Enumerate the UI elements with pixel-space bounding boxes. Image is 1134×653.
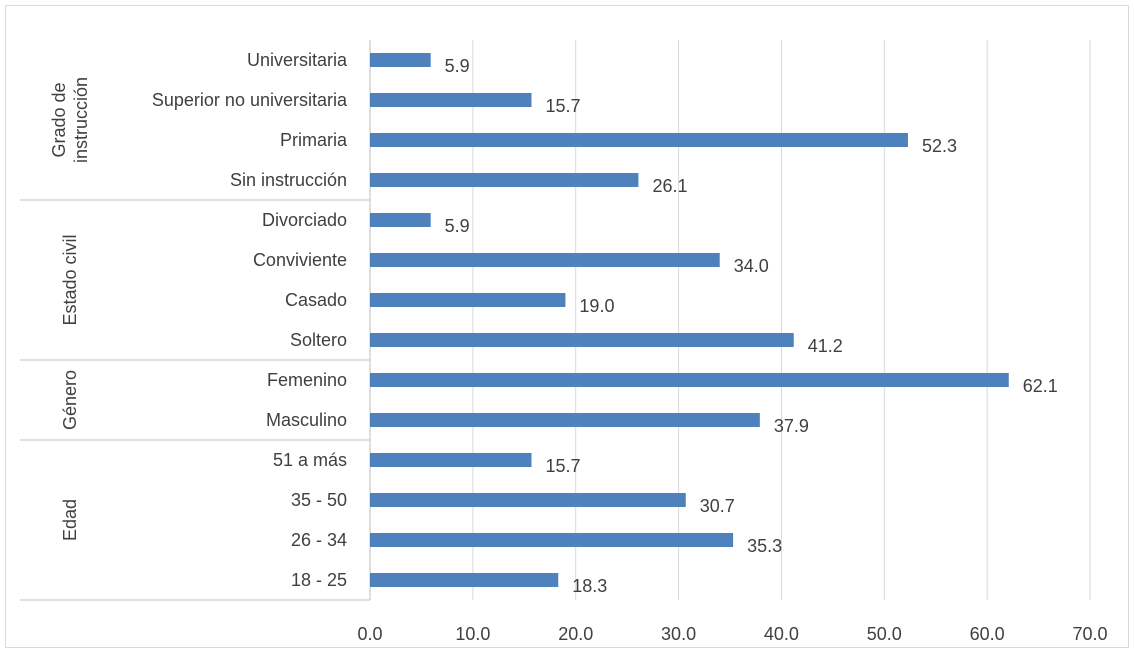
group-label-line: instrucción <box>71 77 91 163</box>
data-label: 52.3 <box>922 136 957 156</box>
data-label: 30.7 <box>700 496 735 516</box>
category-label: 35 - 50 <box>291 490 347 510</box>
data-label: 35.3 <box>747 536 782 556</box>
x-tick-label: 30.0 <box>661 624 696 644</box>
x-tick-label: 20.0 <box>558 624 593 644</box>
category-label: Soltero <box>290 330 347 350</box>
bars <box>370 53 1009 587</box>
category-label: Conviviente <box>253 250 347 270</box>
group-label: Estado civil <box>60 234 80 325</box>
data-labels: 5.9 15.7 52.3 26.1 5.9 34.0 19.0 41.2 62.1 37.9 15… <box>445 56 1058 596</box>
x-tick-label: 60.0 <box>970 624 1005 644</box>
bar[interactable] <box>370 413 760 427</box>
bar[interactable] <box>370 493 686 507</box>
category-label: Divorciado <box>262 210 347 230</box>
group-label-line: Estado civil <box>60 234 80 325</box>
x-tick-label: 40.0 <box>764 624 799 644</box>
data-label: 15.7 <box>545 96 580 116</box>
data-label: 34.0 <box>734 256 769 276</box>
bar[interactable] <box>370 293 566 307</box>
category-label: Masculino <box>266 410 347 430</box>
category-label: 51 a más <box>273 450 347 470</box>
category-label: 18 - 25 <box>291 570 347 590</box>
data-label: 18.3 <box>572 576 607 596</box>
group-label-line: Grado de <box>49 82 69 157</box>
bar[interactable] <box>370 213 431 227</box>
category-label: Casado <box>285 290 347 310</box>
data-label: 37.9 <box>774 416 809 436</box>
group-label-line: Edad <box>60 499 80 541</box>
data-label: 62.1 <box>1023 376 1058 396</box>
group-label-line: Género <box>60 370 80 430</box>
data-label: 5.9 <box>445 56 470 76</box>
category-label: Universitaria <box>247 50 348 70</box>
group-label: Género <box>60 370 80 430</box>
category-label: 26 - 34 <box>291 530 347 550</box>
x-tick-label: 70.0 <box>1072 624 1107 644</box>
bar[interactable] <box>370 373 1009 387</box>
bar[interactable] <box>370 93 532 107</box>
category-label: Femenino <box>267 370 347 390</box>
category-label: Superior no universitaria <box>152 90 348 110</box>
x-tick-label: 10.0 <box>455 624 490 644</box>
bar[interactable] <box>370 53 431 67</box>
group-label: Grado de instrucción <box>49 77 91 163</box>
category-label: Primaria <box>280 130 348 150</box>
category-labels: Universitaria Superior no universitaria Pr… <box>152 50 348 590</box>
bar[interactable] <box>370 333 794 347</box>
bar[interactable] <box>370 533 734 547</box>
group-label: Edad <box>60 499 80 541</box>
bar[interactable] <box>370 573 559 587</box>
x-tick-label: 0.0 <box>357 624 382 644</box>
data-label: 19.0 <box>579 296 614 316</box>
data-label: 26.1 <box>652 176 687 196</box>
data-label: 41.2 <box>808 336 843 356</box>
x-tick-label: 50.0 <box>867 624 902 644</box>
bar[interactable] <box>370 453 532 467</box>
gridlines <box>472 40 1091 600</box>
bar[interactable] <box>370 253 720 267</box>
data-label: 5.9 <box>445 216 470 236</box>
category-label: Sin instrucción <box>230 170 347 190</box>
group-labels: Grado de instrucción Estado civil Género Eda… <box>49 77 91 541</box>
bar[interactable] <box>370 133 908 147</box>
data-label: 15.7 <box>545 456 580 476</box>
x-tick-labels: 0.0 10.0 20.0 30.0 40.0 50.0 60.0 70.0 <box>357 624 1107 644</box>
bar[interactable] <box>370 173 639 187</box>
